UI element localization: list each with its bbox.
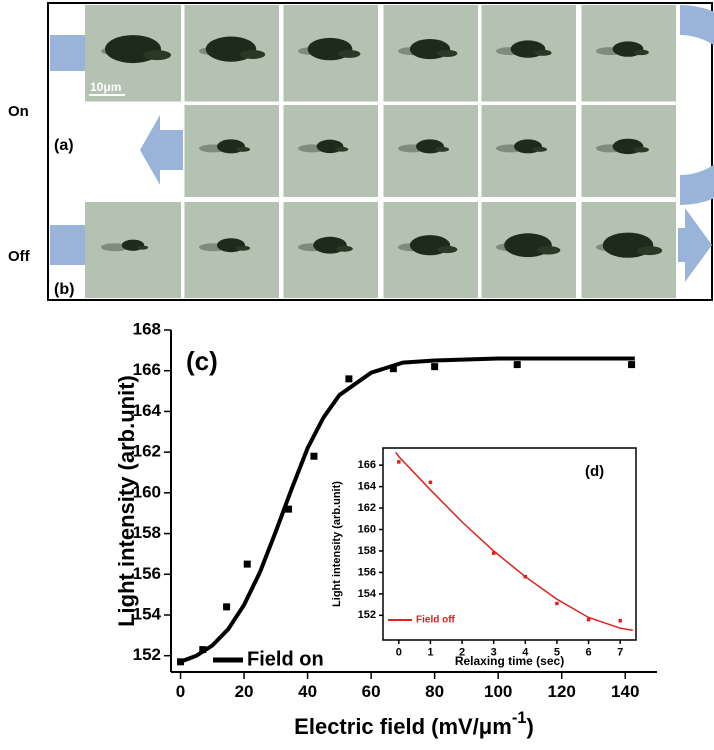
- data-point: [397, 460, 401, 464]
- panel-label: (b): [54, 281, 74, 298]
- data-point: [389, 365, 397, 373]
- x-tick-label: 120: [548, 682, 576, 701]
- y-tick-label: 154: [358, 588, 377, 600]
- y-tick-label: 166: [133, 360, 161, 379]
- micrographs: [85, 5, 678, 298]
- data-point: [431, 363, 439, 371]
- x-tick-label: 4: [522, 647, 529, 659]
- defect: [437, 49, 458, 58]
- y-tick-label: 160: [358, 523, 376, 535]
- x-tick-label: 5: [554, 647, 560, 659]
- y-tick-label: 160: [133, 482, 161, 501]
- data-point: [310, 452, 318, 460]
- defect: [633, 49, 649, 56]
- x-axis-title-part: ): [526, 714, 533, 739]
- data-point: [428, 480, 433, 485]
- on-label: On: [8, 103, 29, 120]
- defect: [533, 146, 547, 152]
- y-axis-title: Light intensity (arb.unit): [114, 375, 139, 627]
- x-tick-label: 100: [484, 682, 512, 701]
- legend-label: Field off: [416, 615, 456, 626]
- y-tick-label: 162: [358, 502, 376, 514]
- panel-label: (d): [585, 463, 604, 480]
- panel-label: (a): [54, 137, 74, 154]
- data-point: [243, 560, 251, 568]
- x-tick-label: 60: [362, 682, 381, 701]
- chart: 152 154 156 158 160 162 164 166 0 1 2 3 4 5 6 7 Light in…: [331, 447, 637, 668]
- y-tick-label: 158: [133, 523, 161, 542]
- fit-line: [394, 451, 633, 632]
- defect: [334, 146, 349, 152]
- x-tick-label: 2: [459, 647, 465, 659]
- data-point: [199, 646, 207, 654]
- inset-frame: [382, 447, 637, 641]
- arrow: [50, 225, 85, 265]
- data-point: [523, 574, 528, 579]
- arrow: [50, 35, 85, 71]
- defect: [534, 49, 552, 56]
- fit-line: [179, 356, 635, 664]
- defect: [435, 146, 449, 152]
- y-tick-label: 162: [133, 442, 161, 461]
- x-tick-label: 40: [298, 682, 317, 701]
- defect: [236, 146, 250, 152]
- defect: [240, 50, 266, 59]
- data-point: [345, 375, 353, 383]
- data-point: [586, 617, 591, 622]
- arrow: [140, 115, 183, 185]
- x-tick-label: 0: [396, 647, 402, 659]
- y-tick-label: 164: [358, 481, 377, 493]
- y-axis-title: Light intensity (arb.unit): [331, 481, 343, 607]
- defect: [137, 245, 149, 250]
- defect: [336, 245, 353, 252]
- data-point: [555, 601, 559, 606]
- data-point: [285, 505, 293, 513]
- x-tick-label: 140: [611, 682, 639, 701]
- defect: [637, 246, 663, 256]
- y-tick-label: 152: [358, 609, 376, 621]
- legend-label: Field on: [247, 648, 324, 670]
- x-axis-title-part: Relaxing time (sec): [455, 654, 564, 668]
- x-tick-label: 0: [176, 682, 185, 701]
- data-point: [491, 551, 496, 555]
- data-point: [223, 603, 231, 611]
- defect: [633, 146, 649, 153]
- x-axis-title: Relaxing time (sec): [455, 654, 564, 668]
- y-tick-label: 168: [133, 319, 161, 338]
- y-tick-label: 156: [358, 566, 376, 578]
- y-tick-label: 156: [133, 564, 161, 583]
- y-tick-label: 164: [133, 401, 162, 420]
- x-tick-label: 1: [427, 647, 433, 659]
- x-axis-title-part: Electric field (mV/μm: [294, 714, 512, 739]
- defect: [143, 50, 171, 61]
- defect: [338, 49, 361, 58]
- arrow: [678, 208, 712, 282]
- x-tick-label: 7: [617, 647, 623, 659]
- x-axis-title: Electric field (mV/μm-1): [294, 709, 534, 738]
- x-tick-label: 3: [491, 647, 497, 659]
- scale-bar-label: 10μm: [90, 80, 121, 94]
- defect: [536, 246, 561, 255]
- defect: [437, 245, 458, 254]
- off-label: Off: [8, 248, 31, 265]
- panel-label: (c): [186, 346, 218, 376]
- data-point: [618, 618, 622, 623]
- data-point: [177, 658, 185, 666]
- x-axis-title-part: -1: [512, 709, 527, 727]
- y-tick-label: 166: [358, 459, 376, 471]
- defect: [236, 245, 250, 251]
- y-tick-label: 158: [358, 545, 376, 557]
- x-tick-label: 80: [425, 682, 444, 701]
- data-point: [628, 361, 636, 369]
- x-tick-label: 6: [586, 647, 592, 659]
- data-point: [513, 361, 521, 369]
- y-tick-label: 152: [133, 645, 161, 664]
- y-tick-label: 154: [133, 604, 162, 623]
- x-tick-label: 20: [235, 682, 254, 701]
